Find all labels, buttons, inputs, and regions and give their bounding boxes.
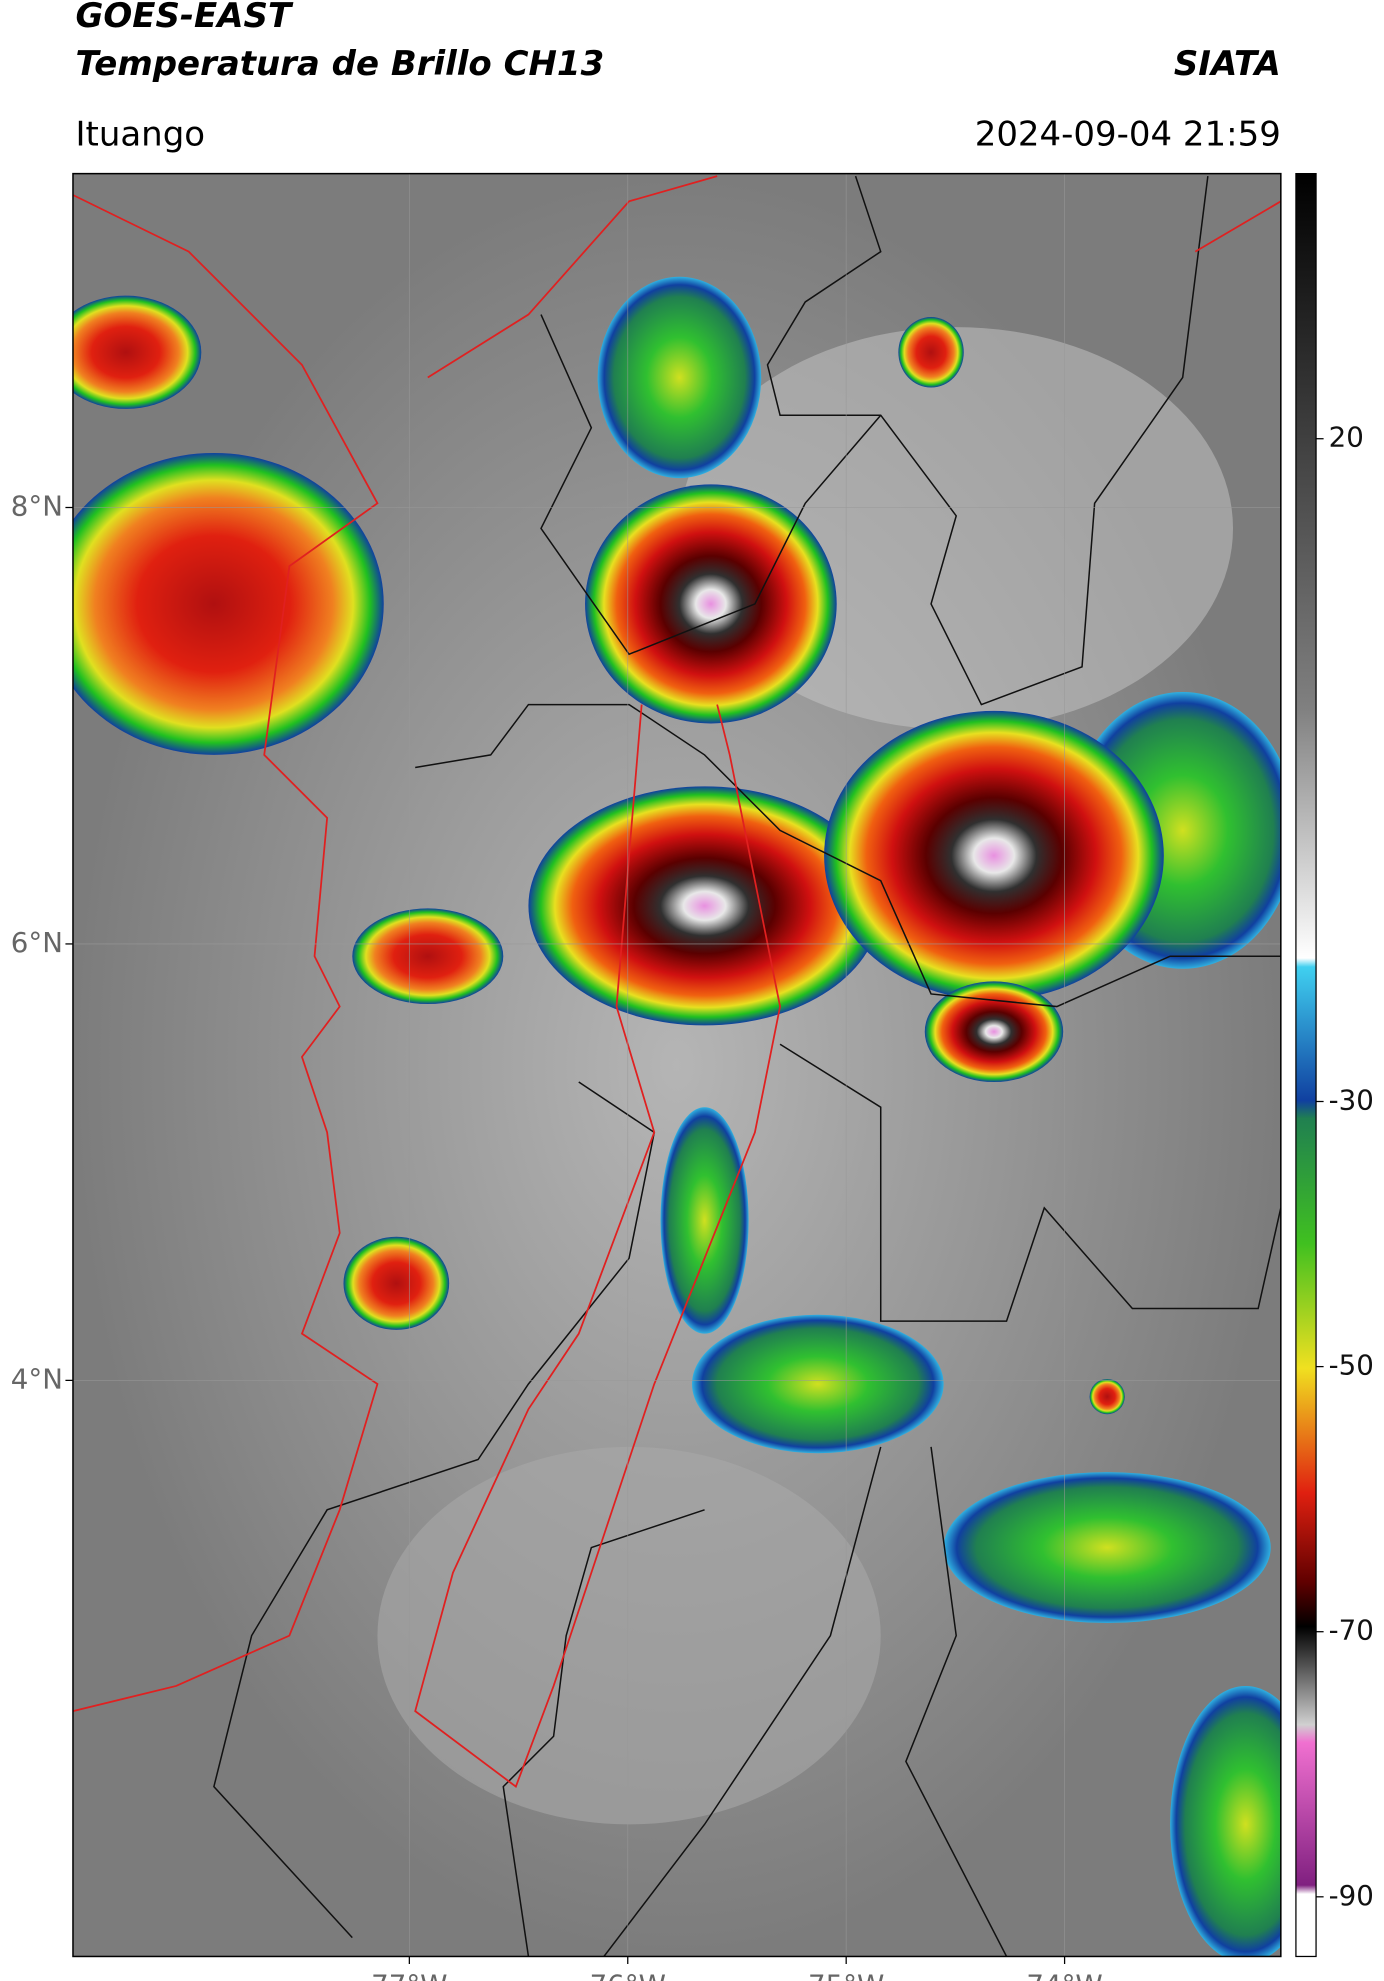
cloud-top <box>1170 1685 1281 1957</box>
cloud-top <box>72 452 384 755</box>
colorbar-tick-label: -90 <box>1329 1879 1374 1912</box>
colorbar-tick-label: -30 <box>1329 1083 1374 1116</box>
source: SIATA <box>1174 44 1281 84</box>
cloud-top <box>528 786 881 1026</box>
x-tick-label: 76°W <box>590 1969 666 1981</box>
y-tick-label: 4°N <box>11 1362 63 1395</box>
y-tick-label: 8°N <box>11 490 63 523</box>
cloud-top <box>692 1314 944 1454</box>
x-tick-label: 75°W <box>808 1969 884 1981</box>
title: GOES-EAST <box>75 0 293 36</box>
cloud-top <box>1089 1378 1125 1415</box>
datetime: 2024-09-04 21:59 <box>975 114 1281 154</box>
map-image <box>72 173 1281 1957</box>
location: Ituango <box>75 114 205 154</box>
colorbar-tick-label: -50 <box>1329 1349 1374 1382</box>
cloud-top <box>924 981 1064 1083</box>
subtitle: Temperatura de Brillo CH13 <box>75 44 604 84</box>
cloud-top <box>943 1472 1271 1624</box>
cloud-top <box>343 1236 450 1330</box>
map-frame <box>72 172 1282 1958</box>
cloud <box>377 1446 881 1825</box>
cloud-top <box>72 295 202 409</box>
cloud-top <box>824 710 1164 1001</box>
colorbar-tick-label: 20 <box>1329 421 1364 454</box>
cloud-top <box>660 1107 749 1334</box>
cloud-top <box>898 317 964 388</box>
cloud-top <box>352 908 504 1005</box>
cloud-top <box>585 484 837 724</box>
coastline <box>72 175 1281 1789</box>
borders <box>213 175 1281 1957</box>
cloud-top <box>597 276 762 479</box>
x-tick-label: 77°W <box>371 1969 447 1981</box>
colorbar-tick-label: -70 <box>1329 1614 1374 1647</box>
colorbar <box>1295 172 1317 1958</box>
y-tick-label: 6°N <box>11 926 63 959</box>
graticule <box>72 173 1281 1957</box>
x-tick-label: 74°W <box>1026 1969 1102 1981</box>
